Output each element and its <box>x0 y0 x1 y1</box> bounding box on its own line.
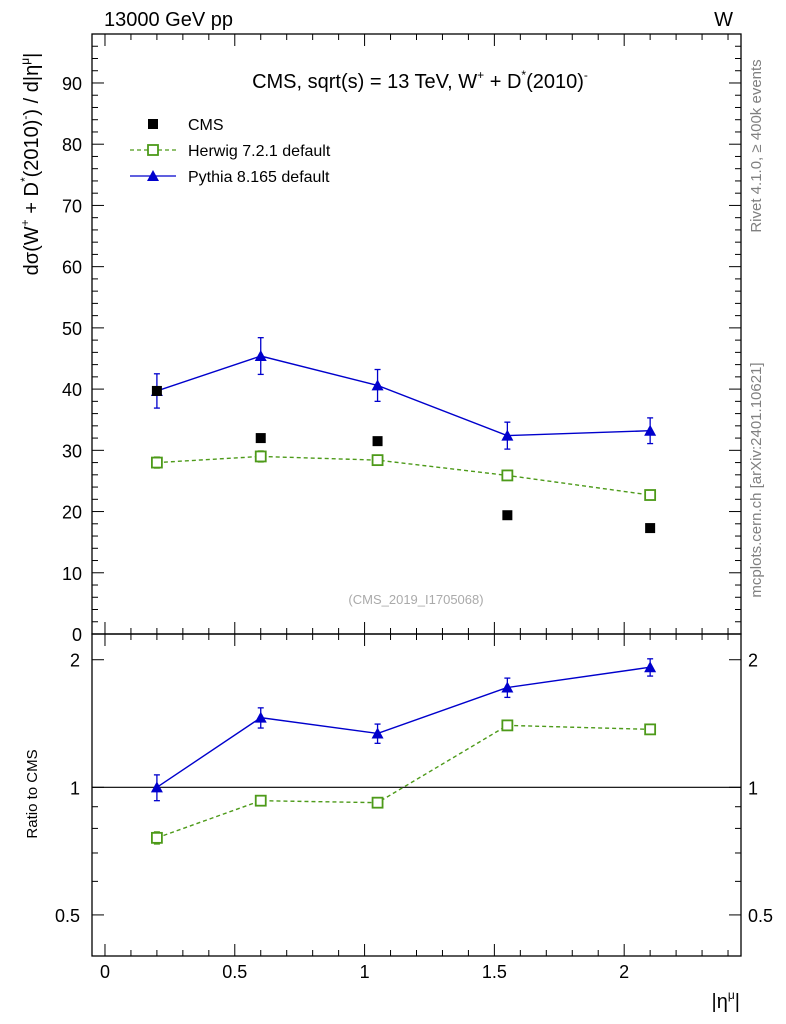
ratio-point-herwig <box>501 719 514 732</box>
main-point-pythia <box>371 379 384 391</box>
ratio-line-pythia <box>156 666 651 788</box>
y-tick-label: 0 <box>72 625 82 645</box>
y-tick-label: 70 <box>62 196 82 216</box>
ratio-point-herwig <box>254 794 267 807</box>
y-tick-label: 40 <box>62 380 82 400</box>
legend-entry-herwig: Herwig 7.2.1 default <box>130 143 331 160</box>
ratio-point-herwig <box>644 723 657 736</box>
x-tick-label: 0 <box>100 962 110 982</box>
legend-entry-cms: CMS <box>148 117 224 134</box>
ratio-point-pythia <box>644 661 657 673</box>
ratio-point-pythia <box>371 727 384 739</box>
x-tick-label: 1 <box>360 962 370 982</box>
legend-label-cms: CMS <box>188 117 224 134</box>
legend: CMS Herwig 7.2.1 default Pythia 8.165 de… <box>130 117 331 186</box>
y-tick-label: 50 <box>62 319 82 339</box>
main-point-cms <box>645 523 656 534</box>
ratio-point-pythia <box>501 681 514 693</box>
main-point-pythia <box>254 350 267 362</box>
x-axis-label: |ημ| <box>712 988 740 1013</box>
header-left: 13000 GeV pp <box>104 9 233 31</box>
ratio-tick-label-left: 0.5 <box>55 906 80 926</box>
ratio-tick-label-right: 0.5 <box>748 906 773 926</box>
legend-label-pythia: Pythia 8.165 default <box>188 169 330 186</box>
header-right: W <box>714 9 733 31</box>
y-tick-label: 60 <box>62 258 82 278</box>
ratio-y-axis-label: Ratio to CMS <box>24 749 41 838</box>
y-axis-label: dσ(W+ + D*(2010)-) / d|ημ| <box>18 53 43 276</box>
y-tick-label: 30 <box>62 441 82 461</box>
legend-label-herwig: Herwig 7.2.1 default <box>188 143 331 160</box>
mcplots-label: mcplots.cern.ch [arXiv:2401.10621] <box>748 362 765 597</box>
main-point-herwig <box>150 456 163 469</box>
ratio-point-herwig <box>150 831 163 844</box>
ratio-axis-ticks <box>92 634 741 956</box>
legend-entry-pythia: Pythia 8.165 default <box>130 169 330 186</box>
y-tick-label: 20 <box>62 503 82 523</box>
x-tick-label: 1.5 <box>482 962 507 982</box>
main-line-pythia <box>156 355 651 437</box>
main-point-herwig <box>254 450 267 463</box>
analysis-watermark: (CMS_2019_I1705068) <box>348 592 483 607</box>
legend-marker-herwig <box>147 144 159 156</box>
ratio-point-herwig <box>371 796 384 809</box>
ratio-point-pythia <box>150 781 163 793</box>
main-axis-ticks <box>92 33 741 635</box>
ratio-line-herwig <box>156 724 651 839</box>
ratio-plot-frame <box>91 633 742 957</box>
ratio-tick-label-right: 2 <box>748 651 758 671</box>
y-tick-label: 80 <box>62 135 82 155</box>
main-point-herwig <box>371 454 384 467</box>
ratio-tick-label-left: 1 <box>70 778 80 798</box>
ratio-point-pythia <box>254 711 267 723</box>
legend-marker-pythia <box>147 170 159 181</box>
main-point-herwig <box>501 469 514 482</box>
y-tick-label: 90 <box>62 74 82 94</box>
legend-marker-cms <box>148 119 158 129</box>
ratio-tick-labels: 0.5 0.5 1 1 2 2 <box>55 651 773 926</box>
x-tick-labels: 0 0.5 1 1.5 2 <box>100 962 629 982</box>
x-tick-label: 0.5 <box>222 962 247 982</box>
main-point-cms <box>255 433 266 444</box>
main-point-cms <box>502 510 513 521</box>
main-point-cms <box>151 385 162 396</box>
y-tick-label: 10 <box>62 564 82 584</box>
plot-title: CMS, sqrt(s) = 13 TeV, W+ + D*(2010)- <box>252 68 588 93</box>
main-point-pythia <box>644 424 657 436</box>
main-series-layer <box>150 337 657 534</box>
x-tick-label: 2 <box>619 962 629 982</box>
ratio-tick-label-right: 1 <box>748 778 758 798</box>
main-line-herwig <box>156 455 651 496</box>
y-tick-labels: 0 10 20 30 40 50 60 70 80 90 <box>62 74 82 645</box>
ratio-tick-label-left: 2 <box>70 651 80 671</box>
ratio-series-layer <box>150 658 657 845</box>
main-point-pythia <box>501 429 514 441</box>
main-point-cms <box>372 436 383 447</box>
main-point-herwig <box>644 489 657 501</box>
rivet-label: Rivet 4.1.0, ≥ 400k events <box>748 59 765 232</box>
